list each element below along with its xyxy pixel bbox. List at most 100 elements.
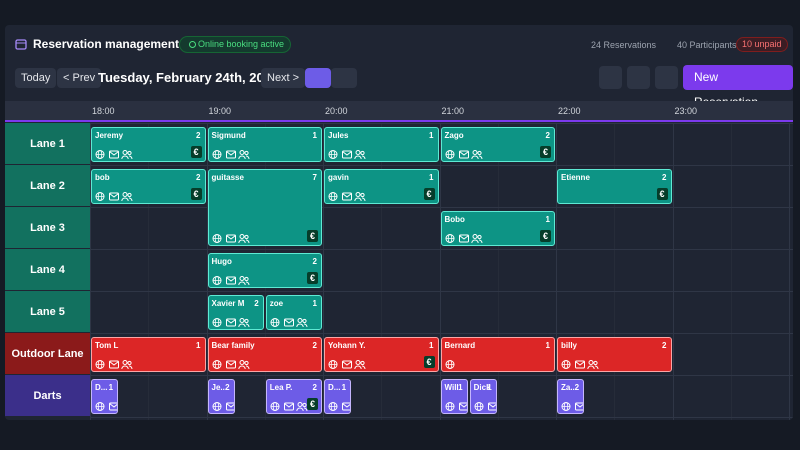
- time-label: 21:00: [441, 106, 465, 116]
- booking-icons: [212, 399, 234, 411]
- booking-count: 2: [545, 131, 550, 140]
- today-button[interactable]: Today: [15, 68, 57, 88]
- booking-count: 2: [196, 131, 201, 140]
- booking-card[interactable]: Je... 2: [207, 379, 235, 414]
- row-line: [90, 375, 793, 376]
- activity-button[interactable]: [655, 66, 678, 89]
- booking-name: D...: [95, 383, 108, 392]
- grid-line: [614, 123, 616, 420]
- booking-card[interactable]: Xavier M 2: [207, 295, 264, 330]
- booking-name: Etienne: [561, 173, 590, 182]
- booking-card[interactable]: Hugo 2 €: [207, 253, 322, 288]
- lane-label: Lane 1: [5, 123, 90, 165]
- settings-button[interactable]: [599, 66, 622, 89]
- booking-count: 1: [429, 173, 434, 182]
- booking-name: Tom L: [95, 341, 119, 350]
- booking-name: Sigmund: [211, 131, 246, 140]
- booking-icons: [95, 399, 118, 411]
- lane-label: Lane 3: [5, 207, 90, 249]
- time-header: [5, 101, 793, 122]
- participants-count: 40 Participants: [677, 40, 737, 50]
- booking-card[interactable]: D... 1: [324, 379, 352, 414]
- unpaid-badge: 10 unpaid: [736, 37, 788, 52]
- booking-count: 2: [662, 173, 667, 182]
- paid-icon: €: [307, 272, 318, 284]
- search-button[interactable]: [627, 66, 650, 89]
- booking-icons: [212, 231, 251, 244]
- booking-icons: [328, 147, 367, 160]
- booking-card[interactable]: Will 1: [440, 379, 468, 414]
- booking-name: gavin: [328, 173, 349, 182]
- lane-label: Outdoor Lane: [5, 333, 90, 375]
- grid-line: [556, 123, 557, 420]
- paid-icon: €: [540, 146, 551, 158]
- grid-line: [206, 123, 208, 420]
- grid-line: [497, 123, 499, 420]
- booking-card[interactable]: Lea P. 2 €: [265, 379, 322, 414]
- booking-count: 7: [312, 173, 317, 182]
- time-label: 22:00: [558, 106, 581, 116]
- booking-card[interactable]: Sigmund 1: [207, 127, 322, 162]
- status-badge: Online booking active: [179, 36, 292, 53]
- new-reservation-button[interactable]: New Reservation: [683, 65, 793, 109]
- booking-card[interactable]: D... 1: [91, 379, 119, 414]
- calendar-view-button[interactable]: [331, 68, 357, 88]
- booking-icons: [445, 357, 458, 369]
- booking-icons: [212, 147, 251, 160]
- grid-line: [672, 123, 674, 420]
- booking-count: 1: [487, 383, 492, 392]
- paid-icon: €: [540, 230, 551, 242]
- booking-name: Za...: [561, 383, 578, 392]
- booking-name: Jules: [328, 131, 349, 140]
- row-line: [90, 417, 793, 418]
- timeline-grid: Lane 1 Jeremy 2 € Sigmund 1 Jules 1 Zago 2 € Lane 2…: [5, 123, 793, 420]
- booking-icons: [270, 399, 309, 412]
- time-label: 18:00: [92, 106, 115, 116]
- booking-name: guitasse: [211, 173, 244, 182]
- booking-card[interactable]: Dick 1: [469, 379, 497, 414]
- booking-card[interactable]: zoe 1: [265, 295, 322, 330]
- paid-icon: €: [423, 188, 435, 200]
- lane-label: Lane 2: [5, 165, 90, 207]
- booking-card[interactable]: gavin 1 €: [324, 169, 439, 204]
- booking-card[interactable]: bob 2 €: [91, 169, 206, 204]
- booking-card[interactable]: Etienne 2 €: [557, 169, 672, 204]
- next-button[interactable]: Next >: [261, 68, 306, 88]
- reservations-count: 24 Reservations: [591, 40, 657, 50]
- booking-icons: [95, 147, 134, 160]
- booking-name: zoe: [269, 299, 284, 308]
- lane-label: Lane 5: [5, 291, 90, 333]
- booking-count: 1: [429, 341, 434, 350]
- booking-icons: [212, 315, 251, 328]
- booking-card[interactable]: guitasse 7 €: [207, 169, 322, 246]
- booking-card[interactable]: Bernard 1: [440, 337, 555, 372]
- booking-icons: [328, 357, 367, 370]
- booking-count: 2: [312, 341, 317, 350]
- booking-card[interactable]: Za... 2: [557, 379, 585, 414]
- paid-icon: €: [423, 356, 435, 368]
- booking-count: 2: [312, 383, 317, 392]
- booking-card[interactable]: Yohann Y. 1 €: [324, 337, 439, 372]
- booking-card[interactable]: billy 2: [557, 337, 672, 372]
- booking-card[interactable]: Bobo 1 €: [440, 211, 555, 246]
- time-label: 23:00: [674, 106, 698, 116]
- booking-count: 2: [662, 341, 667, 350]
- booking-name: Je...: [211, 383, 228, 392]
- current-date: Tuesday, February 24th, 2026: [98, 70, 279, 85]
- booking-icons: [95, 357, 134, 370]
- booking-name: Hugo: [211, 257, 232, 266]
- timeline-view-button[interactable]: [305, 68, 331, 88]
- booking-card[interactable]: Tom L 1: [91, 337, 206, 372]
- grid-line: [323, 123, 324, 420]
- booking-count: 1: [545, 341, 550, 350]
- booking-card[interactable]: Jeremy 2 €: [91, 127, 206, 162]
- booking-count: 1: [312, 131, 317, 140]
- booking-card[interactable]: Zago 2 €: [440, 127, 555, 162]
- prev-button[interactable]: < Prev: [57, 68, 102, 88]
- booking-card[interactable]: Jules 1: [324, 127, 439, 162]
- booking-card[interactable]: Bear family 2: [207, 337, 322, 372]
- grid-line: [439, 123, 441, 420]
- paid-icon: €: [656, 188, 668, 200]
- paid-icon: €: [307, 398, 318, 410]
